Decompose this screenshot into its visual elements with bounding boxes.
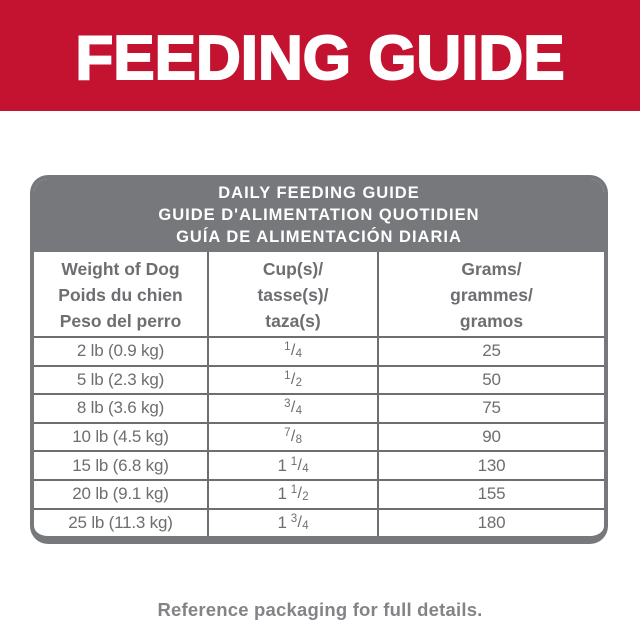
cups-whole: 1 bbox=[277, 484, 287, 504]
cups-header-en: Cup(s)/ bbox=[262, 259, 324, 279]
grams-cell: 155 bbox=[377, 480, 604, 508]
weight-header-es: Peso del perro bbox=[59, 311, 182, 331]
weight-cell: 5 lb (2.3 kg) bbox=[76, 369, 165, 389]
weight-cell: 20 lb (9.1 kg) bbox=[72, 484, 169, 504]
cups-header-fr: tasse(s)/ bbox=[257, 285, 329, 305]
fraction-slash: / bbox=[290, 342, 296, 360]
grams-cell: 50 bbox=[377, 366, 604, 394]
fraction-numerator: 7 bbox=[284, 427, 291, 440]
fraction-denominator: 2 bbox=[295, 376, 302, 389]
weight-header-fr: Poids du chien bbox=[58, 285, 183, 305]
fraction-denominator: 2 bbox=[302, 491, 309, 504]
feeding-guide-banner: FEEDING GUIDE bbox=[0, 0, 640, 111]
table-title: DAILY FEEDING GUIDE GUIDE D'ALIMENTATION… bbox=[34, 179, 604, 252]
fraction-slash: / bbox=[290, 370, 296, 388]
grams-cell: 90 bbox=[377, 423, 604, 451]
fraction-denominator: 8 bbox=[295, 434, 302, 447]
banner-title: FEEDING GUIDE bbox=[74, 23, 565, 94]
table-row: 5 lb (2.3 kg) 1/2 50 bbox=[34, 364, 604, 394]
table-row: 25 lb (11.3 kg) 1 3/4 180 bbox=[34, 507, 604, 537]
weight-header-en: Weight of Dog bbox=[61, 259, 180, 279]
cups-cell: 7/8 bbox=[207, 423, 377, 451]
grams-header-en: Grams/ bbox=[461, 259, 522, 279]
cups-cell: 3/4 bbox=[207, 395, 377, 422]
fraction-slash: / bbox=[297, 456, 302, 474]
cups-cell: 1/2 bbox=[207, 366, 377, 394]
column-header-weight: Weight of Dog Poids du chien Peso del pe… bbox=[34, 252, 207, 336]
cups-cell: 1/4 bbox=[207, 338, 377, 365]
weight-cell: 25 lb (11.3 kg) bbox=[68, 512, 173, 532]
table-title-en: DAILY FEEDING GUIDE bbox=[218, 184, 420, 202]
fraction-slash: / bbox=[297, 513, 302, 531]
table-row: 20 lb (9.1 kg) 1 1/2 155 bbox=[34, 478, 604, 508]
grams-cell: 25 bbox=[377, 338, 604, 365]
fraction-slash: / bbox=[290, 399, 296, 417]
weight-cell: 10 lb (4.5 kg) bbox=[72, 427, 169, 447]
cups-whole: 1 bbox=[277, 512, 287, 532]
fraction-denominator: 4 bbox=[302, 519, 309, 532]
grams-header-fr: grammes/ bbox=[450, 285, 533, 305]
fraction-slash: / bbox=[297, 485, 302, 503]
weight-cell: 15 lb (6.8 kg) bbox=[72, 455, 169, 475]
fraction-numerator: 1 bbox=[290, 484, 297, 497]
table-row: 10 lb (4.5 kg) 7/8 90 bbox=[34, 421, 604, 451]
fraction-numerator: 1 bbox=[284, 369, 291, 382]
cups-whole: 1 bbox=[277, 455, 287, 475]
fraction-numerator: 1 bbox=[284, 341, 291, 354]
cups-cell: 1 3/4 bbox=[207, 509, 377, 537]
fraction-numerator: 3 bbox=[284, 398, 291, 411]
weight-cell: 2 lb (0.9 kg) bbox=[76, 341, 165, 361]
fraction-denominator: 4 bbox=[295, 348, 302, 361]
column-header-cups: Cup(s)/ tasse(s)/ taza(s) bbox=[207, 252, 377, 336]
table-column-headers: Weight of Dog Poids du chien Peso del pe… bbox=[34, 252, 604, 336]
grams-cell: 130 bbox=[377, 452, 604, 479]
fraction-denominator: 4 bbox=[295, 405, 302, 418]
fraction-denominator: 4 bbox=[302, 462, 309, 475]
table-title-fr: GUIDE D'ALIMENTATION QUOTIDIEN bbox=[158, 206, 480, 224]
column-header-grams: Grams/ grammes/ gramos bbox=[377, 252, 604, 336]
fraction-slash: / bbox=[290, 428, 296, 446]
grams-header-es: gramos bbox=[459, 311, 524, 331]
table-title-es: GUÍA DE ALIMENTACIÓN DIARIA bbox=[176, 228, 462, 246]
weight-cell: 8 lb (3.6 kg) bbox=[76, 398, 165, 418]
table-row: 8 lb (3.6 kg) 3/4 75 bbox=[34, 393, 604, 422]
footer-note: Reference packaging for full details. bbox=[157, 599, 483, 620]
cups-header-es: taza(s) bbox=[265, 311, 321, 331]
fraction-numerator: 3 bbox=[290, 512, 297, 525]
cups-cell: 1 1/2 bbox=[207, 480, 377, 508]
table-row: 2 lb (0.9 kg) 1/4 25 bbox=[34, 336, 604, 365]
table-row: 15 lb (6.8 kg) 1 1/4 130 bbox=[34, 450, 604, 479]
fraction-numerator: 1 bbox=[290, 455, 297, 468]
cups-cell: 1 1/4 bbox=[207, 452, 377, 479]
grams-cell: 180 bbox=[377, 509, 604, 537]
grams-cell: 75 bbox=[377, 395, 604, 422]
daily-feeding-table: DAILY FEEDING GUIDE GUIDE D'ALIMENTATION… bbox=[30, 175, 608, 545]
